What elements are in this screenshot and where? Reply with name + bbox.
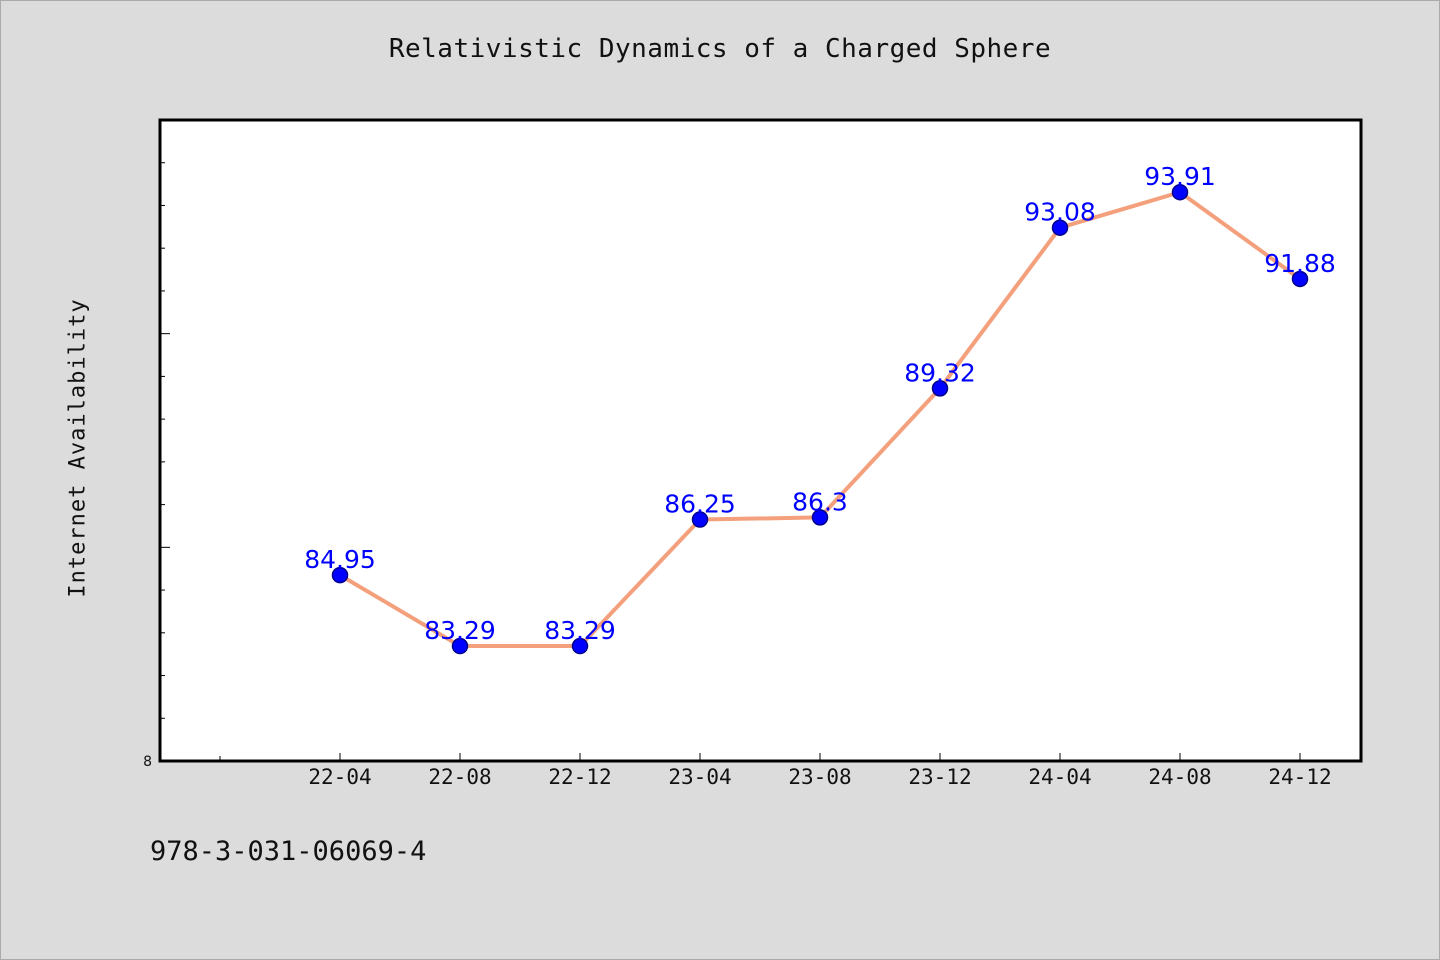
plot-area (160, 120, 1361, 761)
data-label: 84.95 (304, 545, 376, 574)
data-label: 93.91 (1144, 162, 1216, 191)
x-ticks: 22-04 22-08 22-12 23-04 23-08 23-12 24-04 24-08… (219, 753, 1332, 789)
data-point (571, 637, 589, 655)
data-label: 91.88 (1264, 249, 1336, 278)
data-point (1051, 219, 1069, 236)
x-tick-label: 24-04 (1028, 765, 1091, 789)
x-tick-label: 23-12 (908, 765, 971, 789)
x-tick-label: 22-12 (548, 765, 611, 789)
x-tick-label: 24-08 (1148, 765, 1211, 789)
data-point (931, 380, 949, 397)
series-layer: 84.95 83.29 83.29 86.25 86.3 89.32 93.08 93.91 9… (304, 162, 1336, 655)
x-tick-label: 22-08 (428, 765, 491, 789)
chart-title: Relativistic Dynamics of a Charged Spher… (388, 34, 1052, 64)
data-label: 86.3 (792, 487, 848, 516)
plot-border (158, 118, 1363, 763)
data-point (691, 511, 709, 528)
x-tick-label: 23-04 (668, 765, 731, 789)
data-point (1171, 183, 1189, 201)
y-tick-label: 8 (143, 754, 152, 770)
data-label: 89.32 (904, 358, 976, 387)
data-point (1291, 270, 1309, 288)
data-label: 83.29 (424, 616, 496, 645)
isbn-footer: 978-3-031-06069-4 (150, 836, 427, 867)
data-label: 83.29 (544, 616, 616, 645)
x-tick-label: 24-12 (1268, 765, 1331, 789)
x-tick-label: 22-04 (308, 765, 371, 789)
data-point (331, 566, 349, 584)
data-label: 93.08 (1024, 198, 1096, 227)
data-point (451, 637, 469, 655)
x-tick-label: 23-08 (788, 765, 851, 789)
data-point (811, 509, 829, 526)
data-label: 86.25 (664, 490, 736, 519)
